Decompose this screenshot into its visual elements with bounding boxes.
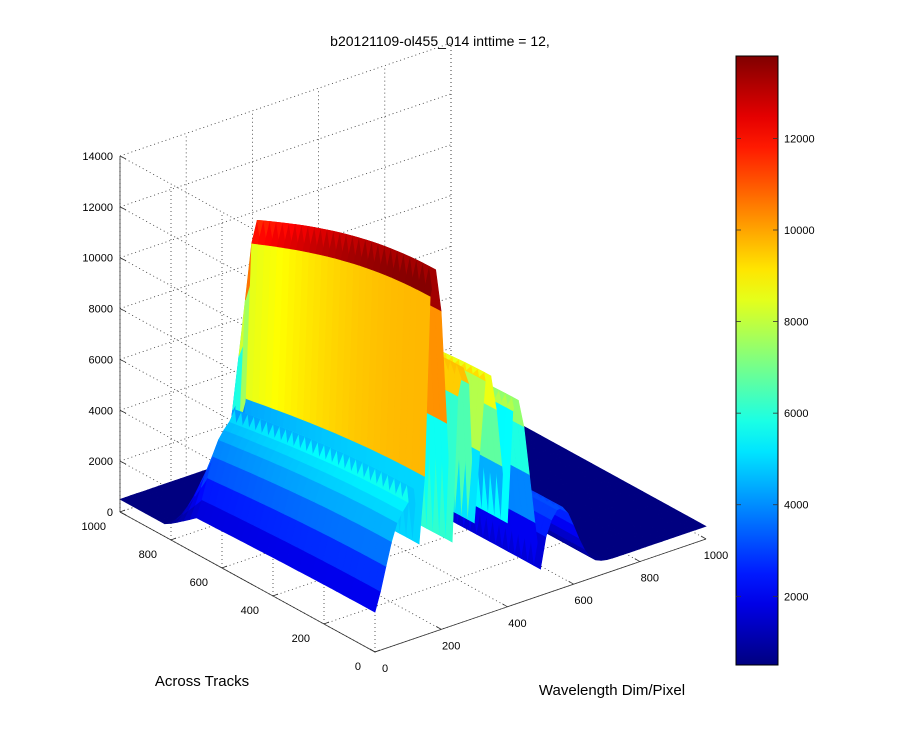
x-axis-line: [374, 538, 707, 653]
axis-layer: 0200040006000800010000120001400002004006…: [82, 151, 729, 675]
y-tick: [221, 565, 228, 569]
y-axis-line: [119, 511, 376, 653]
z-tick-label: 6000: [89, 354, 113, 366]
y-tick-label: 1000: [82, 521, 106, 533]
x-tick: [435, 626, 442, 630]
x-tick: [700, 535, 707, 540]
grid-line: [252, 466, 508, 608]
x-tick-label: 200: [442, 640, 460, 652]
y-tick-label: 400: [241, 605, 259, 617]
y-tick: [119, 509, 126, 513]
colorbar-tick-label: 8000: [784, 317, 808, 329]
x-tick-label: 0: [382, 663, 388, 675]
y-tick: [272, 593, 279, 597]
colorbar-gradient: [735, 55, 779, 666]
x-tick: [634, 558, 641, 562]
z-tick: [119, 511, 127, 516]
z-tick-label: 12000: [82, 202, 113, 214]
z-tick: [119, 155, 127, 160]
x-tick: [369, 648, 376, 653]
chart-title: b20121109-ol455_014 inttime = 12,: [330, 33, 550, 49]
x-tick-label: 800: [641, 573, 659, 585]
z-tick-label: 10000: [82, 253, 113, 265]
z-tick-label: 0: [107, 507, 113, 519]
surface-facet: [693, 522, 707, 529]
colorbar-tick-label: 2000: [784, 591, 808, 603]
y-tick-label: 200: [292, 633, 310, 645]
y-tick: [323, 621, 330, 625]
x-tick: [502, 603, 508, 608]
z-tick-label: 8000: [89, 304, 113, 316]
wavelength-axis-label: Wavelength Dim/Pixel: [539, 682, 685, 699]
across-tracks-axis-label: Across Tracks: [155, 673, 249, 690]
colorbar-tick-label: 4000: [784, 500, 808, 512]
grid-line: [119, 93, 452, 208]
z-tick: [119, 206, 127, 211]
x-tick-label: 600: [574, 595, 592, 607]
colorbar-tick-label: 12000: [784, 133, 815, 145]
x-tick-label: 400: [508, 618, 526, 630]
z-tick: [119, 257, 127, 262]
y-tick: [170, 537, 177, 541]
z-tick: [119, 308, 127, 312]
grid-line: [186, 489, 442, 630]
y-tick-label: 600: [190, 577, 208, 589]
z-tick-label: 14000: [82, 151, 113, 163]
z-tick-label: 4000: [89, 405, 113, 417]
z-tick: [119, 409, 127, 414]
x-tick: [568, 580, 574, 585]
colorbar: 2000 4000 6000 8000 10000 12000: [735, 55, 815, 666]
z-tick-label: 2000: [89, 456, 113, 468]
y-tick-label: 800: [139, 549, 157, 561]
y-tick: [374, 649, 381, 653]
colorbar-tick-label: 6000: [784, 408, 808, 420]
z-tick: [119, 460, 127, 465]
surface-layer: [119, 219, 707, 613]
x-tick-label: 1000: [704, 550, 728, 562]
colorbar-tick-label: 10000: [784, 225, 815, 237]
z-tick: [119, 359, 127, 363]
y-tick-label: 0: [355, 661, 361, 673]
grid-line: [119, 42, 452, 157]
